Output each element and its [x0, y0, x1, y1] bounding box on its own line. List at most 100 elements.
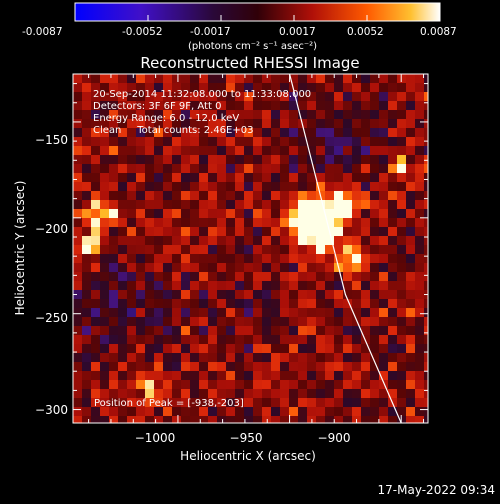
heatmap-cell — [163, 110, 173, 120]
heatmap-cell — [379, 164, 389, 174]
heatmap-cell — [361, 74, 371, 84]
heatmap-cell — [352, 101, 362, 111]
heatmap-cell — [406, 362, 416, 372]
heatmap-cell — [253, 353, 263, 363]
heatmap-cell — [136, 389, 146, 399]
heatmap-cell — [217, 119, 227, 129]
heatmap-cell — [136, 371, 146, 381]
heatmap-cell — [91, 191, 101, 201]
heatmap-cell — [343, 182, 353, 192]
heatmap-cell — [73, 407, 83, 417]
heatmap-cell — [406, 227, 416, 237]
heatmap-cell — [415, 245, 425, 255]
heatmap-cell — [262, 83, 272, 93]
heatmap-cell — [406, 263, 416, 273]
heatmap-cell — [361, 407, 371, 417]
heatmap-cell — [208, 407, 218, 417]
heatmap-cell — [262, 362, 272, 372]
heatmap-cell — [280, 146, 290, 156]
heatmap-cell — [271, 83, 281, 93]
heatmap-cell — [298, 227, 308, 237]
heatmap-cell — [361, 218, 371, 228]
heatmap-cell — [352, 227, 362, 237]
heatmap-cell — [190, 137, 200, 147]
observation-annotations: 20-Sep-2014 11:32:08.000 to 11:33:08.000… — [93, 89, 311, 136]
heatmap-cell — [118, 407, 128, 417]
heatmap-cell — [388, 353, 398, 363]
heatmap-cell — [316, 101, 326, 111]
heatmap-cell — [190, 308, 200, 318]
heatmap-cell — [352, 236, 362, 246]
heatmap-cell — [253, 263, 263, 273]
heatmap-cell — [397, 254, 407, 264]
heatmap-cell — [271, 299, 281, 309]
heatmap-cell — [316, 83, 326, 93]
heatmap-cell — [271, 227, 281, 237]
heatmap-cell — [244, 326, 254, 336]
heatmap-cell — [100, 209, 110, 219]
colorbar-tick-label: -0.0052 — [122, 26, 163, 38]
heatmap-cell — [154, 173, 164, 183]
heatmap-cell — [100, 371, 110, 381]
colorbar-units-label: (photons cm⁻² s⁻¹ asec⁻²) — [188, 41, 317, 52]
heatmap-cell — [289, 173, 299, 183]
heatmap-cell — [307, 101, 317, 111]
heatmap-cell — [208, 155, 218, 165]
heatmap-cell — [280, 245, 290, 255]
heatmap-cell — [415, 407, 425, 417]
heatmap-cell — [253, 317, 263, 327]
heatmap-cell — [262, 218, 272, 228]
heatmap-cell — [109, 74, 119, 84]
heatmap-cell — [298, 362, 308, 372]
heatmap-cell — [397, 119, 407, 129]
heatmap-cell — [172, 173, 182, 183]
heatmap-cell — [181, 137, 191, 147]
heatmap-cell — [91, 164, 101, 174]
heatmap-cell — [424, 308, 428, 318]
heatmap-cell — [352, 353, 362, 363]
heatmap-cell — [352, 74, 362, 84]
heatmap-cell — [343, 173, 353, 183]
heatmap-cell — [73, 398, 83, 408]
heatmap-cell — [172, 200, 182, 210]
heatmap-cell — [424, 371, 428, 381]
heatmap-cell — [127, 236, 137, 246]
heatmap-cell — [262, 146, 272, 156]
heatmap-cell — [73, 92, 83, 102]
heatmap-cell — [361, 110, 371, 120]
heatmap-cell — [136, 137, 146, 147]
heatmap-cell — [244, 209, 254, 219]
heatmap-cell — [244, 137, 254, 147]
heatmap-cell — [316, 335, 326, 345]
heatmap-cell — [73, 137, 83, 147]
heatmap-cell — [109, 407, 119, 417]
heatmap-cell — [280, 137, 290, 147]
heatmap-cell — [388, 254, 398, 264]
heatmap-cell — [172, 83, 182, 93]
heatmap-cell — [163, 209, 173, 219]
heatmap-cell — [316, 182, 326, 192]
heatmap-cell — [361, 362, 371, 372]
heatmap-cell — [298, 173, 308, 183]
heatmap-cell — [163, 92, 173, 102]
heatmap-cell — [289, 164, 299, 174]
heatmap-cell — [253, 290, 263, 300]
heatmap-cell — [370, 200, 380, 210]
heatmap-cell — [289, 191, 299, 201]
heatmap-cell — [379, 236, 389, 246]
heatmap-cell — [109, 263, 119, 273]
heatmap-cell — [379, 191, 389, 201]
heatmap-cell — [352, 398, 362, 408]
heatmap-cell — [172, 272, 182, 282]
heatmap-cell — [352, 209, 362, 219]
annotation-detectors: Detectors: 3F 6F 9F, Att 0 — [93, 101, 221, 112]
heatmap-cell — [235, 92, 245, 102]
heatmap-cell — [289, 146, 299, 156]
heatmap-cell — [154, 290, 164, 300]
heatmap-cell — [217, 389, 227, 399]
heatmap-cell — [190, 110, 200, 120]
heatmap-cell — [217, 200, 227, 210]
heatmap-cell — [343, 326, 353, 336]
heatmap-cell — [109, 218, 119, 228]
heatmap-cell — [100, 74, 110, 84]
